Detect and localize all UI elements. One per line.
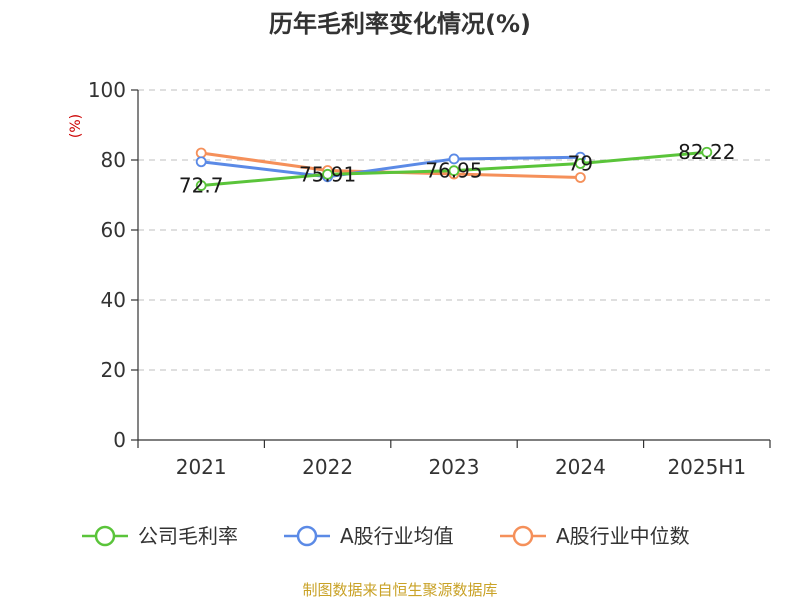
legend-swatch-marker [296, 525, 318, 547]
data-point-1 [448, 153, 460, 165]
data-point-2 [575, 172, 586, 183]
x-tick-label: 2022 [302, 455, 353, 479]
x-tick-label: 2025H1 [667, 455, 746, 479]
y-tick-label: 80 [101, 148, 126, 172]
series-line-1 [201, 155, 581, 179]
y-tick-label: 20 [101, 358, 126, 382]
legend-swatch-marker [94, 525, 116, 547]
data-point-2 [195, 147, 207, 159]
legend-swatch-marker [512, 525, 534, 547]
data-label: 75.91 [299, 162, 356, 186]
legend-label: A股行业中位数 [556, 524, 690, 548]
data-label: 72.7 [179, 174, 224, 198]
data-point-1 [195, 156, 207, 168]
legend[interactable]: 公司毛利率 A股行业均值 A股行业中位数 [82, 524, 690, 548]
x-tick-label: 2023 [429, 455, 480, 479]
y-axis-unit: (%) [68, 114, 84, 138]
x-tick-label: 2024 [555, 455, 606, 479]
axes: 0 20 40 60 80 100 2021 2022 2023 2024 2025H1 [88, 78, 771, 479]
data-label: 76.95 [425, 159, 482, 183]
legend-label: A股行业均值 [340, 524, 454, 548]
data-labels: 72.7 75.91 76.95 79 82.22 [179, 140, 735, 197]
data-point-0 [195, 180, 207, 191]
y-tick-label: 100 [88, 78, 126, 102]
source-note: 制图数据来自恒生聚源数据库 [302, 581, 497, 599]
data-point-0 [575, 158, 586, 169]
grid-lines [138, 89, 770, 371]
y-tick-label: 0 [113, 428, 126, 452]
data-point-0 [322, 168, 334, 180]
legend-label: 公司毛利率 [138, 524, 238, 548]
data-point-0 [448, 165, 460, 177]
chart-title: 历年毛利率变化情况(%) [269, 10, 531, 38]
x-tick-label: 2021 [176, 455, 227, 479]
series-group [195, 146, 713, 191]
data-label: 79 [568, 152, 593, 176]
y-tick-label: 60 [101, 218, 126, 242]
data-label: 82.22 [678, 140, 735, 164]
y-tick-label: 40 [101, 288, 126, 312]
data-point-0 [701, 146, 713, 158]
